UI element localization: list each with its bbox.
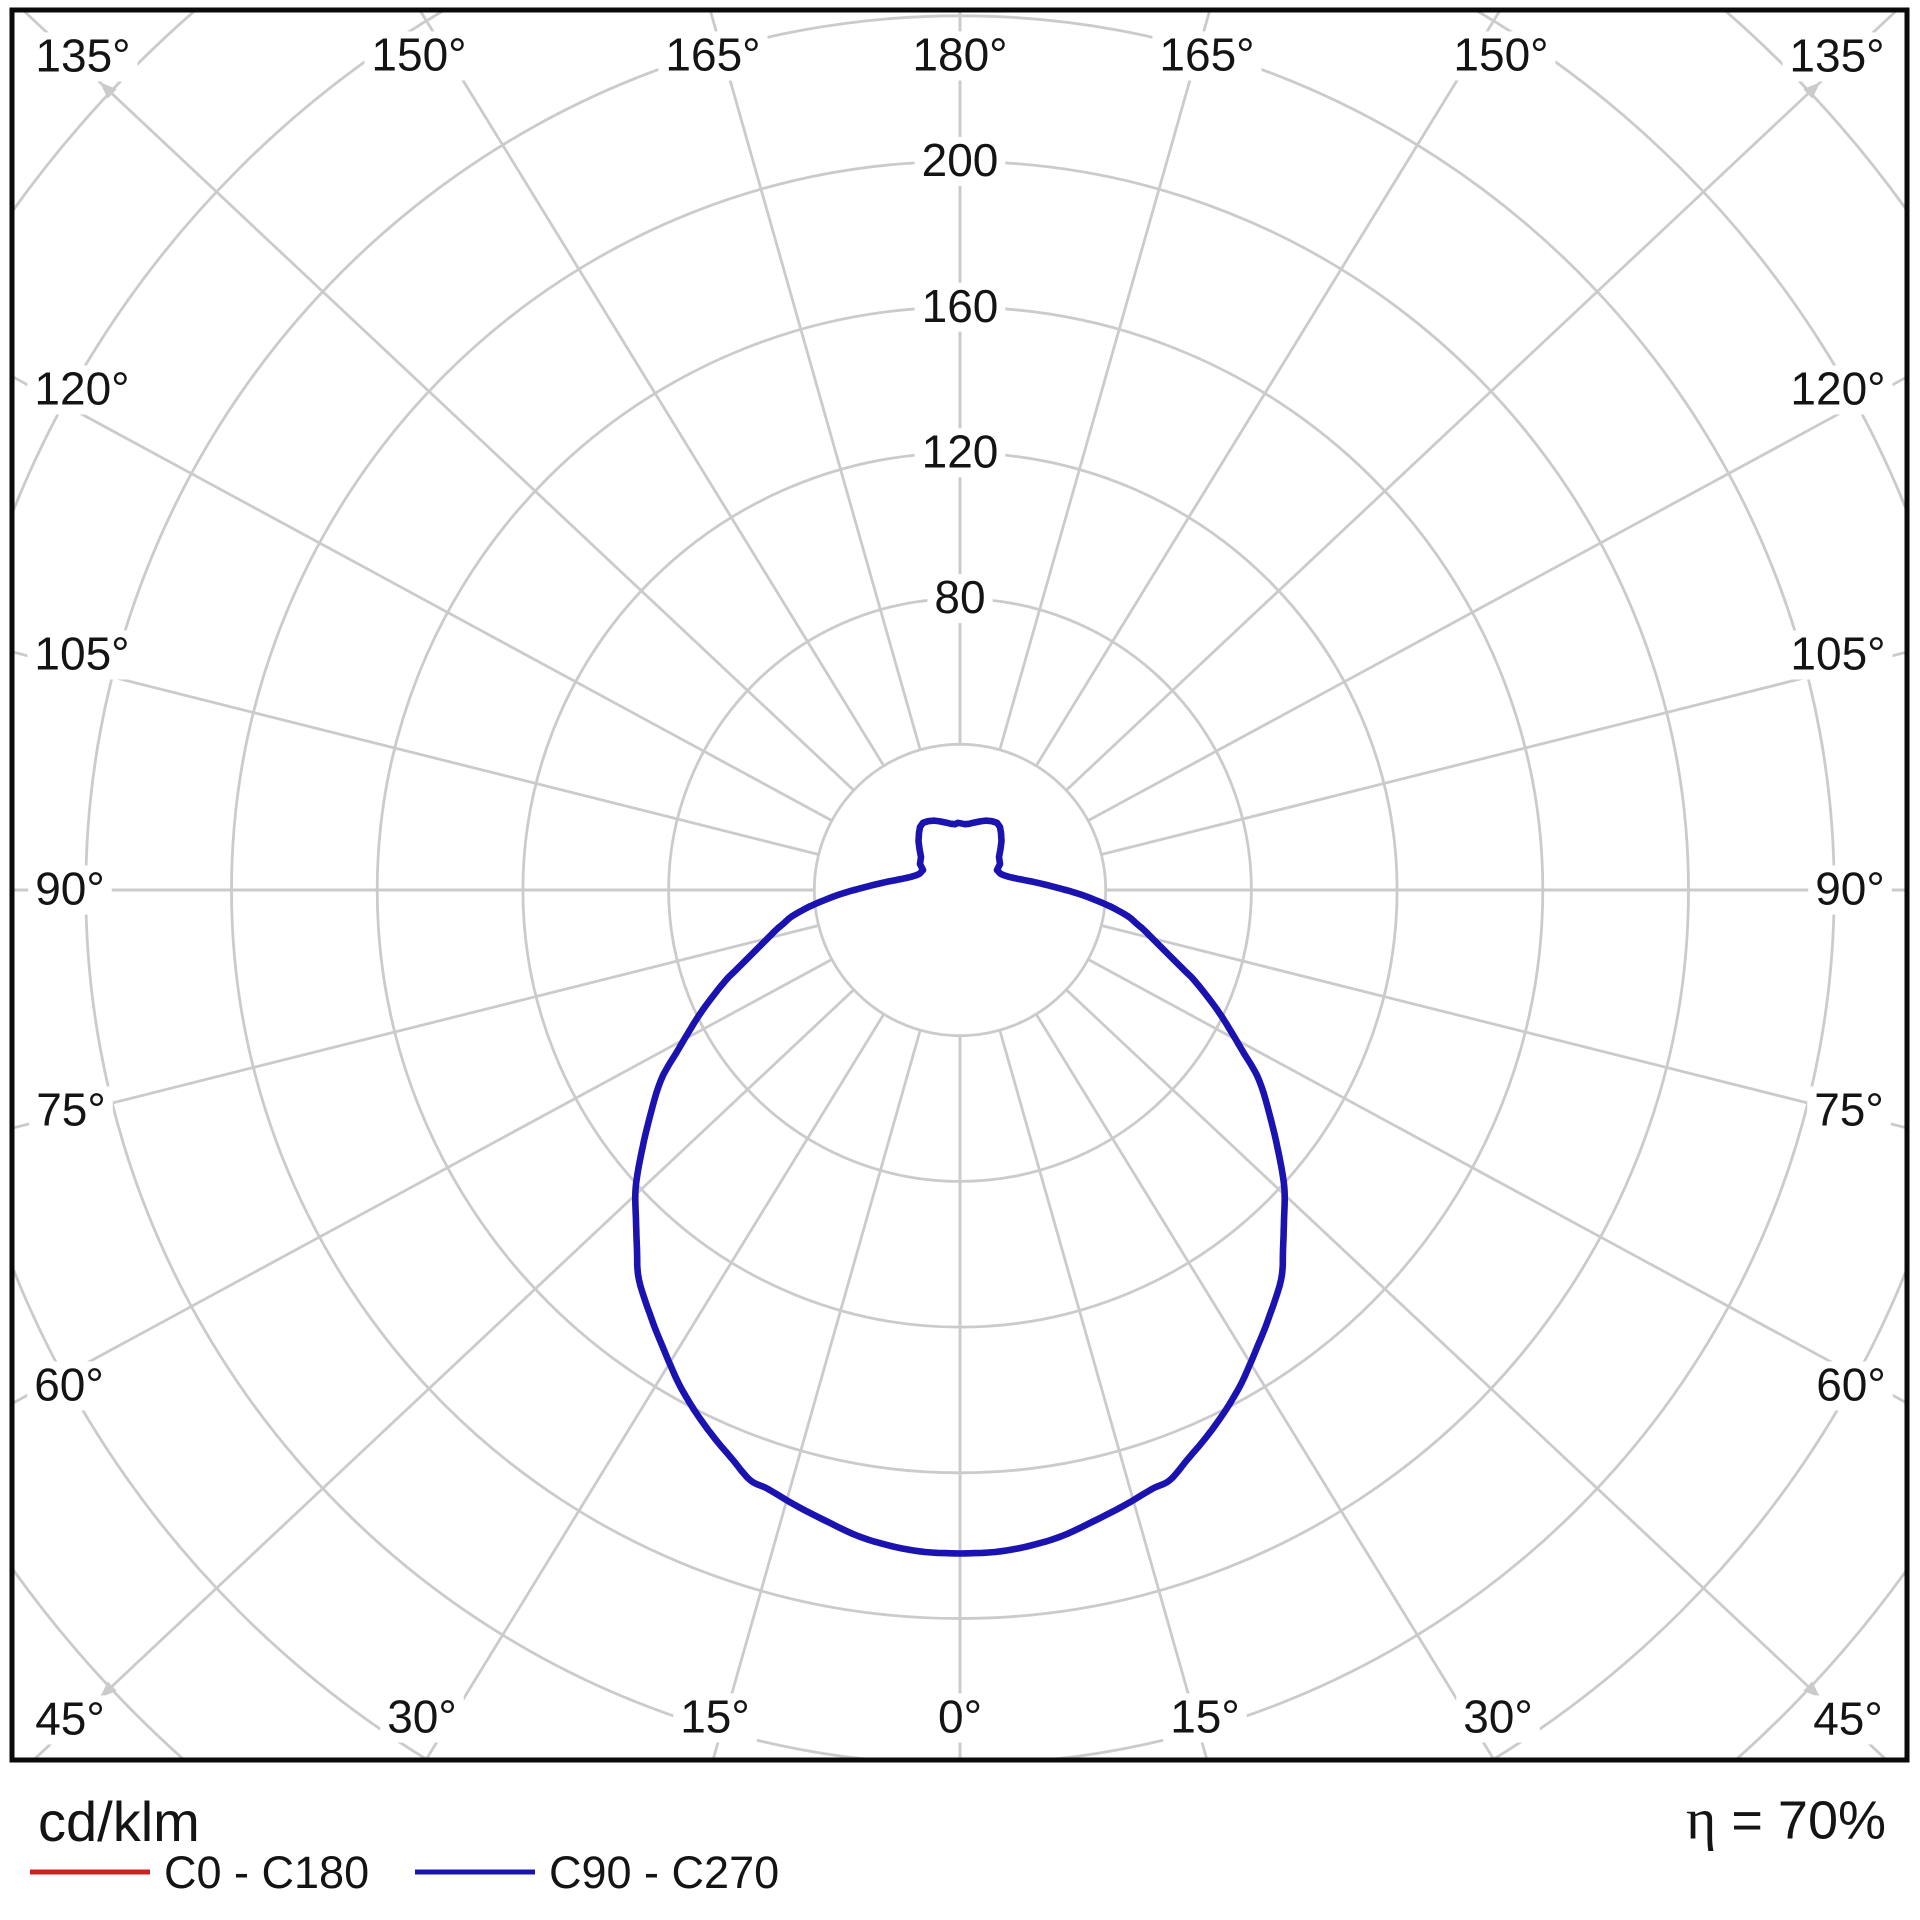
svg-text:105°: 105°	[1790, 628, 1885, 680]
svg-text:135°: 135°	[35, 30, 130, 82]
svg-text:120: 120	[922, 426, 999, 478]
svg-text:0°: 0°	[938, 1691, 982, 1743]
svg-text:165°: 165°	[1159, 29, 1254, 81]
svg-text:105°: 105°	[34, 628, 129, 680]
svg-text:160: 160	[922, 280, 999, 332]
svg-text:60°: 60°	[34, 1359, 104, 1411]
svg-text:150°: 150°	[1453, 29, 1548, 81]
svg-text:200: 200	[922, 134, 999, 186]
svg-text:15°: 15°	[680, 1691, 750, 1743]
svg-text:45°: 45°	[1813, 1693, 1883, 1745]
svg-text:80: 80	[934, 571, 985, 623]
svg-text:75°: 75°	[36, 1084, 106, 1136]
svg-text:30°: 30°	[387, 1691, 457, 1743]
svg-text:C0 - C180: C0 - C180	[164, 1847, 369, 1898]
svg-text:120°: 120°	[1790, 363, 1885, 415]
svg-text:cd/klm: cd/klm	[38, 1790, 200, 1853]
svg-text:η = 70%: η = 70%	[1686, 1787, 1886, 1852]
svg-text:120°: 120°	[34, 363, 129, 415]
svg-text:165°: 165°	[665, 29, 760, 81]
svg-text:90°: 90°	[1815, 863, 1885, 915]
svg-text:90°: 90°	[35, 863, 105, 915]
svg-text:75°: 75°	[1814, 1084, 1884, 1136]
svg-text:135°: 135°	[1789, 30, 1884, 82]
svg-text:60°: 60°	[1816, 1359, 1886, 1411]
svg-text:15°: 15°	[1170, 1691, 1240, 1743]
svg-text:180°: 180°	[912, 29, 1007, 81]
svg-text:30°: 30°	[1463, 1691, 1533, 1743]
svg-text:C90 - C270: C90 - C270	[549, 1847, 779, 1898]
svg-text:150°: 150°	[371, 29, 466, 81]
svg-text:45°: 45°	[35, 1693, 105, 1745]
